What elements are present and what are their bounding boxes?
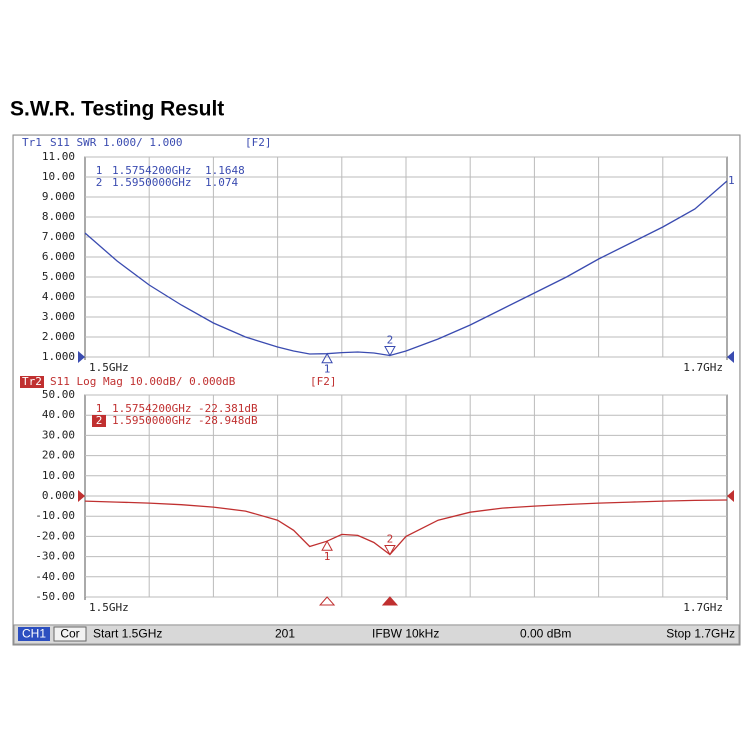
- stop-frequency: Stop 1.7GHz: [666, 627, 735, 641]
- reference-arrow-left: [78, 351, 85, 363]
- marker-readout-frequency: 1.5950000GHz: [112, 176, 191, 189]
- marker-position: [318, 596, 336, 606]
- reference-arrow-left: [78, 490, 85, 502]
- marker: [321, 352, 333, 364]
- reference-arrow-right: [727, 490, 734, 502]
- marker-name: 1: [324, 550, 331, 563]
- trace-end-label: 1: [728, 174, 735, 187]
- marker-name: 2: [387, 334, 394, 347]
- y-tick-label: 10.00: [42, 170, 75, 183]
- marker: [384, 544, 396, 556]
- y-tick-label: 2.000: [42, 330, 75, 343]
- x-tick-label: 1.7GHz: [683, 601, 723, 614]
- y-tick-label: -40.00: [35, 570, 75, 583]
- start-frequency: Start 1.5GHz: [93, 627, 162, 641]
- x-tick-label: 1.7GHz: [683, 361, 723, 374]
- trace-tag: [F2]: [310, 375, 337, 388]
- trace-header: S11 SWR 1.000/ 1.000: [50, 136, 182, 149]
- correction: Cor: [60, 627, 79, 641]
- y-tick-label: 6.000: [42, 250, 75, 263]
- y-tick-label: -20.00: [35, 529, 75, 542]
- channel-box: [18, 627, 50, 641]
- active-marker-box: [92, 415, 106, 427]
- channel: CH1: [22, 627, 46, 641]
- trace-id: Tr1: [22, 136, 42, 149]
- y-tick-label: 7.000: [42, 230, 75, 243]
- y-tick-label: 50.00: [42, 388, 75, 401]
- y-tick-label: 20.00: [42, 449, 75, 462]
- y-tick-label: 1.000: [42, 350, 75, 363]
- y-tick-label: -30.00: [35, 550, 75, 563]
- marker-readout-value: -22.381dB: [198, 402, 258, 415]
- x-tick-label: 1.5GHz: [89, 361, 129, 374]
- y-tick-label: 40.00: [42, 408, 75, 421]
- marker-readout-value: -28.948dB: [198, 414, 258, 427]
- marker: [321, 540, 333, 551]
- y-tick-label: 3.000: [42, 310, 75, 323]
- status-bar: [13, 624, 740, 645]
- y-tick-label: -50.00: [35, 590, 75, 603]
- marker-readout-frequency: 1.5754200GHz: [112, 402, 191, 415]
- correction-box: [53, 626, 87, 642]
- y-tick-label: 9.000: [42, 190, 75, 203]
- marker-readout-name: 2: [96, 414, 103, 427]
- trace-id-box: [20, 376, 44, 388]
- marker-readout-frequency: 1.5754200GHz: [112, 164, 191, 177]
- marker: [384, 346, 396, 357]
- marker-position: [381, 596, 399, 606]
- y-tick-label: 5.000: [42, 270, 75, 283]
- marker-name: 2: [387, 532, 394, 545]
- trace: [84, 499, 728, 556]
- marker-readout-name: 1: [96, 164, 103, 177]
- marker-readout-frequency: 1.5950000GHz: [112, 414, 191, 427]
- trace-tag: [F2]: [245, 136, 272, 149]
- marker-readout-name: 2: [96, 176, 103, 189]
- trace-header: S11 Log Mag 10.00dB/ 0.000dB: [50, 375, 236, 388]
- y-tick-label: 11.00: [42, 150, 75, 163]
- y-tick-label: 8.000: [42, 210, 75, 223]
- page-title: S.W.R. Testing Result: [10, 98, 224, 121]
- y-tick-label: 4.000: [42, 290, 75, 303]
- x-tick-label: 1.5GHz: [89, 601, 129, 614]
- marker-readout-value: 1.1648: [205, 164, 245, 177]
- ifbw: IFBW 10kHz: [372, 627, 439, 641]
- marker-readout-value: 1.074: [205, 176, 238, 189]
- y-tick-label: 0.000: [42, 489, 75, 502]
- y-tick-label: 10.00: [42, 469, 75, 482]
- y-tick-label: 30.00: [42, 428, 75, 441]
- marker-name: 1: [324, 363, 331, 376]
- trace: [84, 180, 728, 357]
- marker-readout-name: 1: [96, 402, 103, 415]
- trace-id: Tr2: [22, 375, 42, 388]
- points: 201: [275, 627, 295, 641]
- y-tick-label: -10.00: [35, 509, 75, 522]
- reference-arrow-right: [727, 351, 734, 363]
- power: 0.00 dBm: [520, 627, 571, 641]
